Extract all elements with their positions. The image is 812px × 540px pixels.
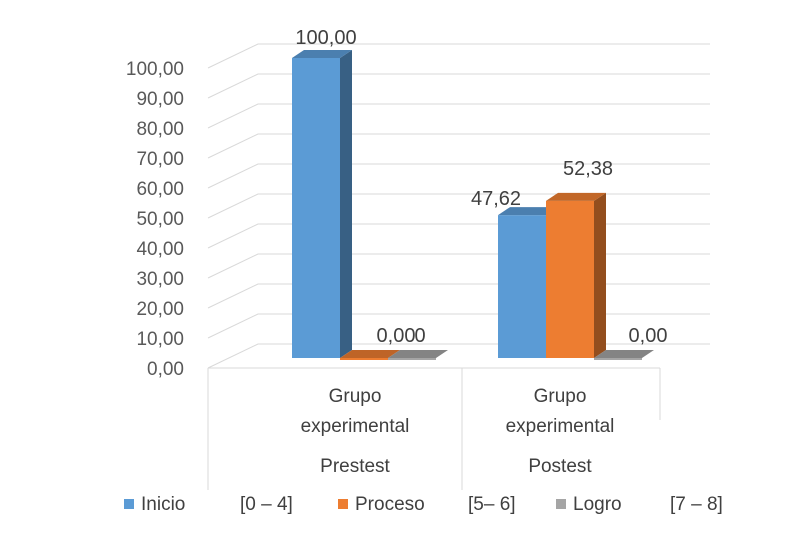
chart-walls <box>207 43 710 490</box>
data-label-inicio: 47,62 <box>471 188 521 210</box>
bar-proceso-flat <box>340 350 400 358</box>
category-label-line1: Grupo <box>329 386 382 407</box>
bar-proceso-side <box>594 192 606 358</box>
bars <box>292 50 654 360</box>
y-tick-label: 100,00 <box>126 59 184 80</box>
legend-swatch-proceso <box>338 499 348 509</box>
category-axis: Grupo experimental Prestest Grupo experiment… <box>301 386 615 477</box>
y-tick-label: 80,00 <box>136 119 184 140</box>
category-label-line2: experimental <box>506 416 615 437</box>
bar-inicio-top <box>292 50 352 58</box>
y-tick-label: 50,00 <box>136 209 184 230</box>
bar-proceso-front <box>546 200 594 358</box>
legend-swatch-logro <box>556 499 566 509</box>
gridline <box>207 133 710 159</box>
y-tick-label: 90,00 <box>136 89 184 110</box>
legend-label-proceso: Proceso <box>355 494 425 515</box>
gridline <box>207 193 710 219</box>
bar-inicio-top <box>498 207 558 216</box>
y-axis-ticks: 0,00 10,00 20,00 30,00 40,00 50,00 60,00 70,00 8… <box>126 59 184 380</box>
legend-range-logro: [7 – 8] <box>670 494 723 515</box>
gridline <box>207 73 710 99</box>
y-tick-label: 10,00 <box>136 329 184 350</box>
bar-logro-flat-edge <box>388 358 436 360</box>
legend-label-inicio: Inicio <box>141 494 185 515</box>
y-tick-label: 70,00 <box>136 149 184 170</box>
bar-proceso-top <box>546 192 606 201</box>
legend: Inicio [0 – 4] Proceso [5– 6] Logro [7 – 8] <box>124 494 723 515</box>
bar-inicio-front <box>498 215 546 358</box>
bar-logro-flat <box>388 350 448 358</box>
y-tick-label: 30,00 <box>136 269 184 290</box>
legend-range-proceso: [5– 6] <box>468 494 516 515</box>
bar-logro-flat-edge <box>594 358 642 360</box>
gridline <box>207 43 710 69</box>
y-tick-label: 40,00 <box>136 239 184 260</box>
category-label-line2: experimental <box>301 416 410 437</box>
y-tick-label: 20,00 <box>136 299 184 320</box>
legend-label-logro: Logro <box>573 494 622 515</box>
bar-proceso-flat-edge <box>340 358 388 360</box>
bar-logro-flat <box>594 350 654 358</box>
gridline <box>207 253 710 279</box>
gridline <box>207 103 710 129</box>
data-label-proceso: 0,00 <box>377 325 416 347</box>
category-group-label: Prestest <box>320 456 390 477</box>
bar-inicio-front <box>292 58 340 358</box>
y-tick-label: 60,00 <box>136 179 184 200</box>
category-label-line1: Grupo <box>534 386 587 407</box>
data-label-logro: 0 <box>414 325 425 347</box>
data-label-proceso: 52,38 <box>563 158 613 180</box>
gridline <box>207 283 710 309</box>
legend-swatch-inicio <box>124 499 134 509</box>
y-tick-label: 0,00 <box>147 359 184 380</box>
data-label-logro: 0,00 <box>629 325 668 347</box>
category-group-label: Postest <box>528 456 592 477</box>
gridline <box>207 163 710 189</box>
legend-range-inicio: [0 – 4] <box>240 494 293 515</box>
data-label-inicio: 100,00 <box>295 27 356 49</box>
gridline <box>207 223 710 249</box>
bar-inicio-side <box>340 50 352 358</box>
